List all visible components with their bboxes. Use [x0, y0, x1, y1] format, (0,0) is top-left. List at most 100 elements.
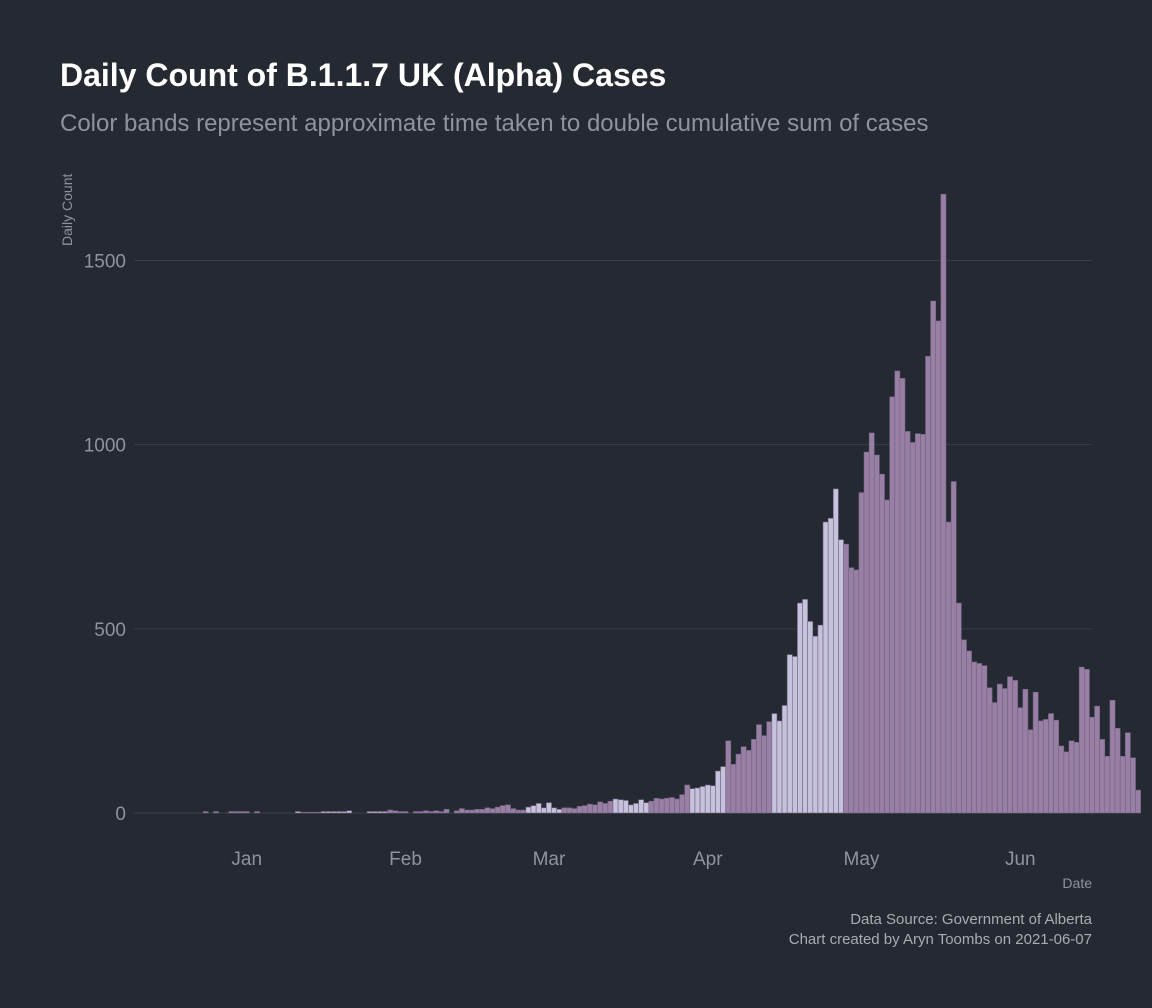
bar	[1130, 757, 1136, 814]
bar	[1068, 740, 1075, 814]
bar	[802, 599, 808, 814]
bar	[715, 770, 721, 814]
bar	[710, 785, 716, 814]
bar	[643, 802, 650, 814]
bar	[863, 451, 870, 814]
bar	[622, 800, 629, 814]
bar	[648, 800, 655, 814]
bar	[745, 750, 752, 814]
bar	[730, 764, 737, 814]
bar	[920, 434, 926, 814]
bar	[571, 808, 578, 814]
bar	[438, 811, 445, 814]
bar	[1012, 680, 1019, 814]
bar	[1002, 688, 1008, 814]
bar	[592, 804, 598, 814]
bar	[551, 807, 557, 814]
bar	[766, 721, 773, 814]
bar	[515, 809, 522, 814]
bar	[786, 654, 793, 814]
bar	[530, 805, 537, 814]
bar	[909, 442, 916, 814]
bar	[428, 811, 434, 814]
bar	[1125, 732, 1131, 814]
bar	[597, 801, 604, 814]
y-tick-label: 1000	[84, 436, 126, 457]
bar	[1099, 739, 1106, 814]
bar	[684, 784, 691, 814]
bar	[305, 811, 312, 814]
bar	[453, 810, 460, 814]
bar	[904, 431, 911, 814]
bar	[412, 811, 419, 814]
bar	[525, 806, 532, 814]
bar	[961, 639, 967, 814]
bar	[740, 746, 747, 814]
x-axis-tick-labels: Jan Feb Mar Apr May Jun	[231, 849, 1035, 870]
bar	[1027, 729, 1034, 814]
caption-credit: Chart created by Aryn Toombs on 2021-06-…	[789, 931, 1092, 948]
bar	[484, 807, 491, 814]
bar	[377, 811, 383, 814]
chart-title: Daily Count of B.1.1.7 UK (Alpha) Cases	[60, 57, 666, 93]
bar	[1053, 719, 1059, 814]
bar	[366, 811, 373, 814]
bar	[822, 521, 829, 814]
bar	[233, 811, 240, 814]
bar	[1063, 751, 1070, 814]
bar	[387, 809, 394, 814]
bar	[873, 454, 880, 814]
bar	[499, 805, 506, 814]
bar	[797, 602, 803, 814]
caption-data-source: Data Source: Government of Alberta	[850, 911, 1092, 928]
bar	[1094, 705, 1100, 814]
bar	[812, 635, 819, 814]
bar	[556, 809, 563, 814]
bar	[694, 787, 701, 814]
bar	[392, 810, 399, 814]
bars	[202, 193, 1141, 814]
bar	[228, 811, 235, 814]
bar	[202, 811, 209, 814]
bar	[807, 621, 814, 814]
bar	[561, 807, 568, 814]
bar	[669, 797, 675, 814]
bar	[889, 396, 896, 814]
bar	[1089, 716, 1095, 814]
bar	[325, 811, 332, 814]
bar	[955, 602, 962, 814]
bar	[1022, 688, 1029, 814]
bar	[1048, 713, 1054, 814]
bar	[443, 809, 450, 814]
bar	[945, 521, 952, 814]
bar	[1135, 789, 1141, 814]
bar	[310, 811, 317, 814]
bar	[602, 803, 609, 814]
bar	[459, 808, 465, 814]
bar	[505, 804, 511, 814]
bar	[617, 799, 624, 814]
bar	[986, 687, 993, 814]
bar	[300, 811, 306, 814]
bar	[1109, 699, 1116, 814]
bar	[628, 804, 634, 814]
bar	[336, 811, 342, 814]
bar	[971, 661, 978, 814]
bar	[581, 805, 588, 814]
bar	[653, 797, 660, 814]
x-tick-label: Apr	[693, 849, 723, 870]
bar	[679, 794, 686, 814]
bar	[546, 802, 552, 814]
bar	[479, 809, 486, 814]
bar	[213, 811, 219, 814]
bar	[781, 705, 788, 814]
bar	[725, 740, 732, 814]
bar	[771, 713, 778, 814]
bar	[254, 811, 260, 814]
y-tick-label: 500	[94, 620, 126, 641]
bar	[1017, 707, 1024, 814]
x-tick-label: Feb	[389, 849, 422, 870]
bar	[1114, 727, 1121, 814]
bar	[935, 320, 942, 814]
